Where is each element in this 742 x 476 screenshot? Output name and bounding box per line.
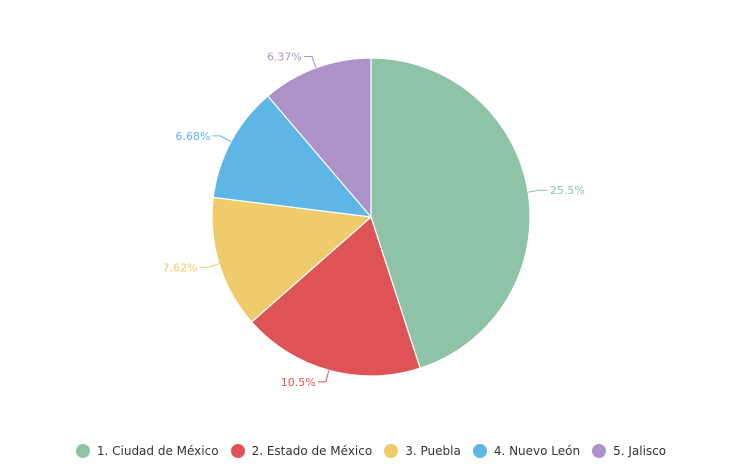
legend-item-nuevo-leon[interactable]: 4. Nuevo León xyxy=(472,444,581,458)
data-label-nuevo-leon: 6.68% xyxy=(176,130,211,143)
leader-line-jalisco xyxy=(303,56,317,68)
legend-item-estado-de-mexico[interactable]: 2. Estado de México xyxy=(230,444,373,458)
legend-label: 1. Ciudad de México xyxy=(96,444,219,458)
leader-line-nuevo-leon xyxy=(212,135,232,143)
data-label-ciudad-de-mexico: 25.5% xyxy=(550,184,585,197)
legend-item-ciudad-de-mexico[interactable]: 1. Ciudad de México xyxy=(75,444,219,458)
legend-swatch xyxy=(230,444,245,458)
legend-label: 5. Jalisco xyxy=(613,444,667,458)
legend-item-puebla[interactable]: 3. Puebla xyxy=(384,444,461,458)
pie-slice-puebla[interactable] xyxy=(211,196,373,323)
data-label-estado-de-mexico: 10.5% xyxy=(281,376,316,389)
legend-swatch xyxy=(75,444,90,458)
data-label-puebla: 7.62% xyxy=(163,261,198,274)
leader-line-estado-de-mexico xyxy=(317,370,330,383)
legend-item-jalisco[interactable]: 5. Jalisco xyxy=(592,444,666,458)
legend-swatch xyxy=(472,444,487,458)
legend-swatch xyxy=(592,444,607,458)
pie-slice-nuevo-leon[interactable] xyxy=(212,95,373,218)
leader-line-puebla xyxy=(199,263,220,268)
chart-legend: 1. Ciudad de México 2. Estado de México … xyxy=(0,439,742,463)
pie-slice-jalisco[interactable] xyxy=(266,57,372,219)
legend-label: 3. Puebla xyxy=(405,444,461,458)
data-label-jalisco: 6.37% xyxy=(267,51,302,64)
legend-label: 2. Estado de México xyxy=(251,444,373,458)
legend-swatch xyxy=(384,444,399,458)
legend-label: 4. Nuevo León xyxy=(493,444,581,458)
leader-line-ciudad-de-mexico xyxy=(527,189,548,193)
pie-slice-ciudad-de-mexico[interactable] xyxy=(370,57,531,369)
